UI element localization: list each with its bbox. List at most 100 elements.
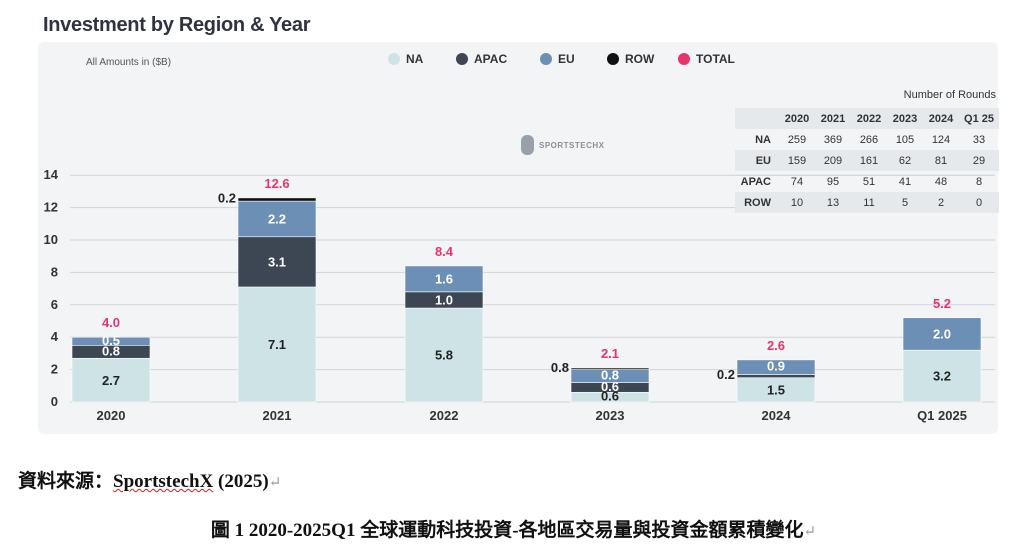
rounds-cell: 11 [851, 192, 887, 213]
y-axis-label: All Amounts in ($B) [86, 57, 171, 68]
rounds-cell: 159 [779, 150, 815, 171]
x-tick-label: 2022 [430, 408, 459, 423]
rounds-cell: 33 [972, 133, 986, 146]
y-tick-label: 0 [51, 394, 58, 409]
rounds-row-apac: APAC 74 95 51 41 48 8 [735, 171, 999, 192]
rounds-cell: 105 [895, 133, 915, 146]
total-label: 5.2 [933, 296, 951, 311]
y-tick-label: 4 [51, 329, 59, 344]
total-label: 8.4 [435, 244, 454, 259]
bar-chart: All Amounts in ($B) 0 2 4 6 8 10 12 14 NA APAC EU RO… [44, 52, 995, 423]
rounds-cell: 266 [859, 133, 879, 146]
x-tick-label: 2021 [263, 408, 292, 423]
segment-label-na: 2.7 [102, 373, 120, 388]
rounds-column-header: 2021 [815, 108, 851, 129]
legend-label-apac: APAC [474, 52, 507, 66]
legend-label-row: ROW [625, 52, 655, 66]
legend-label-eu: EU [558, 52, 575, 66]
chart-title: Investment by Region & Year [43, 14, 311, 36]
legend-swatch-row [607, 53, 619, 65]
paragraph-mark: ↵ [803, 524, 817, 540]
bar-segment-eu [404, 265, 484, 293]
segment-label-apac: 0.6 [601, 379, 619, 394]
rounds-cell: 41 [898, 175, 912, 188]
rounds-corner-cell [735, 108, 779, 129]
rounds-row-eu: EU 159 209 161 62 81 29 [735, 150, 999, 171]
legend-label-na: NA [406, 52, 424, 66]
rounds-row-label: NA [755, 133, 771, 146]
figure-caption-text: 圖 1 2020-2025Q1 全球運動科技投資-各地區交易量與投資金額累積變化 [210, 520, 804, 541]
rounds-column-header: 2022 [851, 108, 887, 129]
segment-label-na: 0.6 [601, 389, 619, 404]
bar-segment-row [570, 367, 650, 370]
rounds-cell: 74 [790, 175, 804, 188]
bar-segment-na [71, 357, 151, 403]
bar-segment-eu [902, 317, 982, 351]
rounds-cell: 62 [887, 150, 923, 171]
rounds-header-row: 2020 2021 2022 2023 2024 Q1 25 [735, 108, 999, 129]
rounds-cell: 209 [815, 150, 851, 171]
legend-swatch-total [678, 53, 690, 65]
bar-segment-na [736, 377, 816, 403]
segment-label-apac: 1.0 [435, 293, 453, 308]
total-label: 12.6 [264, 176, 289, 191]
y-tick-label: 10 [44, 232, 58, 247]
segment-label-na: 5.8 [435, 348, 453, 363]
source-line: 資料來源：SportstechX (2025)↵ [18, 466, 281, 493]
rounds-row-label: APAC [740, 175, 771, 188]
watermark-icon [521, 135, 534, 155]
rounds-column-header: Q1 25 [959, 108, 999, 129]
total-label: 4.0 [102, 315, 120, 330]
segment-label-row: 0.8 [551, 360, 569, 375]
bar-segment-na [902, 349, 982, 403]
bar-segment-row [237, 197, 317, 202]
legend-label-total: TOTAL [696, 52, 735, 66]
rounds-column-header: 2020 [779, 108, 815, 129]
rounds-table: 2020 2021 2022 2023 2024 Q1 25 NA 259 369 266 105 1… [735, 108, 999, 213]
segment-label-na: 7.1 [268, 337, 286, 352]
rounds-cell: 81 [923, 150, 959, 171]
x-tick-label: 2024 [762, 408, 792, 423]
rounds-row-na: NA 259 369 266 105 124 33 [735, 129, 999, 150]
rounds-cell: 0 [959, 192, 999, 213]
rounds-cell: 95 [826, 175, 840, 188]
rounds-column-header: 2023 [887, 108, 923, 129]
rounds-row-label: ROW [735, 192, 779, 213]
segment-label-eu: 0.9 [767, 359, 785, 374]
segment-label-eu: 2.2 [268, 212, 286, 227]
segment-label-row: 0.2 [218, 191, 236, 206]
total-label: 2.1 [601, 346, 619, 361]
rounds-row-row: ROW 10 13 11 5 2 0 [735, 192, 999, 213]
y-tick-label: 12 [44, 200, 58, 215]
source-name: SportstechX [113, 471, 214, 492]
x-tick-label: 2020 [97, 408, 126, 423]
segment-label-apac: 3.1 [268, 255, 286, 270]
y-tick-label: 2 [51, 362, 58, 377]
source-year: (2025) [213, 471, 269, 492]
source-prefix: 資料來源： [18, 471, 114, 492]
rounds-cell: 5 [887, 192, 923, 213]
segment-label-apac: 0.2 [717, 367, 735, 382]
rounds-cell: 29 [959, 150, 999, 171]
segment-label-eu: 0.8 [601, 368, 619, 383]
y-tick-label: 8 [51, 264, 58, 279]
segment-label-na: 3.2 [933, 369, 951, 384]
bar-segment-apac [736, 374, 816, 378]
chart-panel [38, 42, 998, 434]
y-tick-label: 14 [44, 167, 59, 182]
rounds-table-title: Number of Rounds [903, 89, 996, 101]
rounds-cell: 13 [815, 192, 851, 213]
bar-segment-eu [237, 200, 317, 238]
bar-segment-apac [237, 236, 317, 288]
rounds-cell: 2 [923, 192, 959, 213]
paragraph-mark: ↵ [268, 475, 282, 491]
rounds-column-header: 2024 [923, 108, 959, 129]
x-tick-label: 2023 [596, 408, 625, 423]
total-label: 2.6 [767, 338, 785, 353]
legend-swatch-apac [456, 53, 468, 65]
rounds-cell: 10 [779, 192, 815, 213]
segment-label-eu: 1.6 [435, 272, 453, 287]
bar-segment-na [404, 307, 484, 403]
rounds-cell: 124 [931, 133, 951, 146]
legend-swatch-eu [540, 53, 552, 65]
